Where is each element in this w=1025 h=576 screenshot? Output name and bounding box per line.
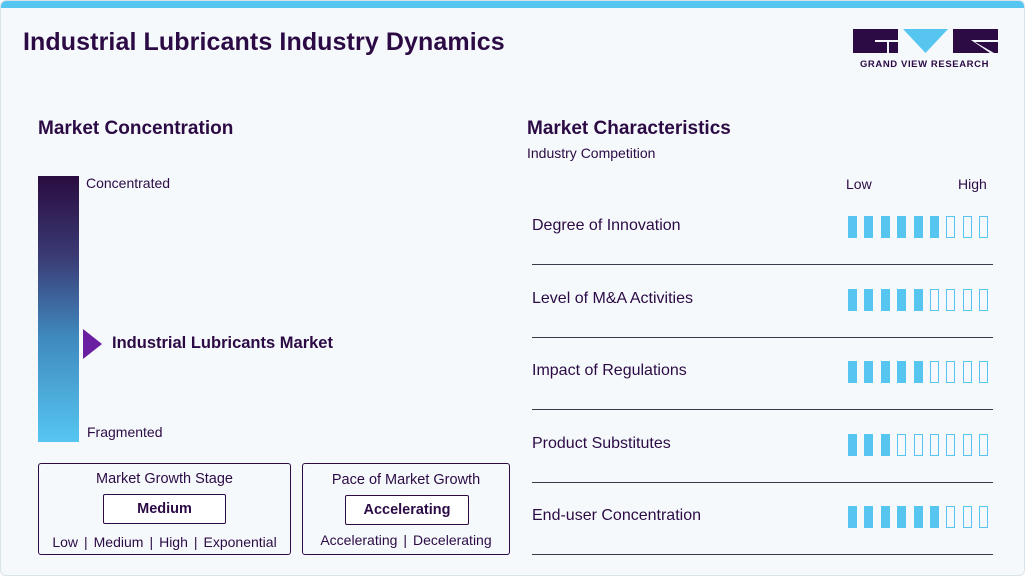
level-segment-empty (979, 288, 989, 311)
level-segment-filled (848, 361, 857, 383)
row-divider (532, 409, 993, 410)
scale-high-label: High (958, 176, 987, 192)
level-segment-empty (946, 506, 956, 528)
characteristic-level-meter (848, 216, 989, 238)
characteristic-level-meter (848, 361, 989, 383)
market-position-marker-icon (83, 328, 102, 359)
level-segment-empty (979, 216, 989, 238)
level-segment-empty (929, 288, 939, 311)
scale-option: Low (52, 534, 78, 550)
level-segment-filled (880, 288, 890, 311)
level-segment-empty (929, 433, 939, 456)
level-segment-empty (962, 433, 972, 456)
level-segment-filled (897, 216, 907, 238)
characteristic-level-meter (848, 506, 989, 528)
characteristic-label: End-user Concentration (532, 507, 701, 524)
concentrated-label: Concentrated (86, 175, 171, 191)
level-segment-filled (864, 216, 874, 238)
growth-stage-title: Market Growth Stage (96, 471, 233, 487)
logo-wordmark: GRAND VIEW RESEARCH (859, 59, 990, 70)
level-segment-empty (913, 433, 923, 456)
level-segment-empty (897, 433, 907, 456)
top-accent-line (1, 1, 1024, 8)
level-segment-empty (946, 216, 956, 238)
level-segment-filled (864, 361, 874, 383)
level-segment-filled (848, 506, 857, 528)
growth-pace-scale: Accelerating | Decelerating (320, 532, 492, 548)
row-divider (532, 481, 993, 483)
market-position-label: Industrial Lubricants Market (112, 333, 333, 352)
growth-stage-scale: Low | Medium | High | Exponential (52, 534, 277, 550)
characteristic-label: Level of M&A Activities (532, 289, 693, 307)
level-segment-filled (913, 506, 923, 528)
concentration-gradient-bar (38, 176, 79, 442)
level-segment-filled (929, 506, 939, 528)
scale-option: Medium (93, 534, 144, 550)
row-divider (532, 554, 993, 555)
level-segment-filled (864, 288, 874, 311)
scale-option: Exponential (203, 534, 277, 550)
characteristic-label: Product Substitutes (532, 434, 671, 452)
level-segment-filled (848, 433, 857, 456)
characteristics-heading: Market Characteristics (527, 118, 731, 139)
level-segment-empty (946, 288, 956, 311)
grand-view-research-logo-icon (853, 29, 998, 53)
growth-pace-value: Accelerating (345, 495, 469, 525)
level-segment-filled (897, 506, 907, 528)
level-segment-filled (897, 361, 907, 383)
growth-stage-box: Market Growth Stage Medium Low | Medium | Hi… (38, 463, 291, 555)
level-segment-empty (962, 216, 972, 238)
row-divider (532, 264, 993, 265)
level-segment-filled (848, 216, 857, 238)
level-segment-filled (864, 433, 874, 456)
level-segment-filled (880, 506, 890, 528)
level-segment-filled (929, 216, 939, 238)
row-divider (532, 336, 993, 338)
fragmented-label: Fragmented (87, 424, 163, 440)
level-segment-empty (929, 361, 939, 383)
level-segment-filled (880, 433, 890, 456)
scale-low-label: Low (846, 176, 872, 192)
level-segment-empty (962, 361, 972, 383)
growth-pace-title: Pace of Market Growth (331, 472, 481, 488)
level-segment-filled (880, 361, 890, 383)
page-title: Industrial Lubricants Industry Dynamics (23, 28, 505, 56)
characteristics-subheading: Industry Competition (527, 145, 656, 161)
level-segment-empty (979, 433, 989, 456)
level-segment-filled (913, 216, 923, 238)
level-segment-empty (946, 361, 956, 383)
scale-option: High (159, 534, 188, 550)
level-segment-filled (864, 506, 874, 528)
level-segment-filled (913, 361, 923, 383)
level-segment-filled (880, 216, 890, 238)
scale-option: Accelerating (320, 532, 398, 548)
characteristic-label: Degree of Innovation (532, 217, 681, 234)
scale-option: Decelerating (413, 532, 492, 548)
level-segment-empty (946, 433, 956, 456)
level-segment-filled (848, 288, 857, 311)
characteristic-level-meter (848, 288, 989, 311)
level-segment-empty (962, 288, 972, 311)
growth-pace-box: Pace of Market Growth Accelerating Accel… (302, 463, 510, 555)
characteristic-label: Impact of Regulations (532, 362, 687, 379)
level-segment-empty (962, 506, 972, 528)
level-segment-empty (979, 361, 989, 383)
growth-stage-value: Medium (103, 494, 226, 524)
characteristic-level-meter (848, 433, 989, 456)
level-segment-filled (913, 288, 923, 311)
level-segment-filled (897, 288, 907, 311)
level-segment-empty (979, 506, 989, 528)
concentration-heading: Market Concentration (38, 118, 234, 139)
